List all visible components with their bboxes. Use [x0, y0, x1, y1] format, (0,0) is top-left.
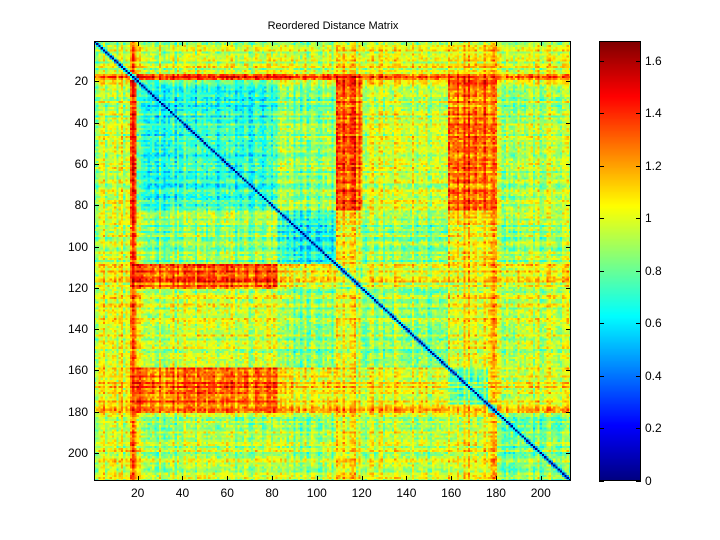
y-tick — [94, 122, 99, 124]
y-tick-right — [566, 81, 571, 83]
y-tick-label: 200 — [67, 446, 88, 461]
y-tick — [94, 246, 99, 248]
x-tick — [137, 476, 139, 481]
x-tick-top — [361, 41, 363, 46]
colorbar-tick — [599, 113, 604, 115]
x-tick — [540, 476, 542, 481]
x-tick-label: 180 — [485, 486, 506, 500]
x-tick-top — [451, 41, 453, 46]
x-tick-label: 100 — [306, 486, 327, 500]
x-tick-label: 200 — [530, 486, 551, 500]
y-tick-right — [566, 163, 571, 165]
y-tick-right — [566, 370, 571, 372]
colorbar-tick-right — [636, 481, 641, 482]
y-tick-label: 140 — [67, 322, 88, 337]
x-tick-label: 160 — [441, 486, 462, 500]
y-tick-label: 20 — [74, 74, 88, 89]
x-tick — [495, 476, 497, 481]
x-tick-top — [316, 41, 318, 46]
y-tick-label: 40 — [74, 115, 88, 130]
plot-axes — [94, 41, 571, 481]
y-tick-label: 80 — [74, 198, 88, 213]
x-tick-label: 80 — [265, 486, 279, 500]
y-tick-right — [566, 411, 571, 413]
y-tick-right — [566, 453, 571, 455]
y-tick — [94, 411, 99, 413]
y-tick-right — [566, 287, 571, 289]
colorbar-tick-label: 0.2 — [645, 421, 662, 436]
colorbar-tick — [599, 323, 604, 325]
colorbar-tick-label: 1.2 — [645, 158, 662, 173]
y-tick — [94, 453, 99, 455]
x-tick — [406, 476, 408, 481]
x-tick — [182, 476, 184, 481]
y-tick — [94, 163, 99, 165]
colorbar-tick-label: 0.6 — [645, 316, 662, 331]
y-tick-right — [566, 122, 571, 124]
y-tick-label: 60 — [74, 156, 88, 171]
x-tick-top — [182, 41, 184, 46]
y-tick-label: 160 — [67, 363, 88, 378]
colorbar-tick-label: 0 — [645, 474, 652, 488]
distance-heatmap — [94, 41, 571, 481]
colorbar-tick-right — [636, 60, 641, 62]
colorbar-tick-right — [636, 375, 641, 377]
x-tick-top — [137, 41, 139, 46]
y-tick-label: 120 — [67, 280, 88, 295]
x-tick-top — [272, 41, 274, 46]
x-tick — [361, 476, 363, 481]
y-tick-right — [566, 329, 571, 331]
colorbar-tick-right — [636, 323, 641, 325]
x-tick-label: 120 — [351, 486, 372, 500]
colorbar-tick — [599, 428, 604, 430]
x-tick — [272, 476, 274, 481]
y-tick — [94, 329, 99, 331]
colorbar-tick-right — [636, 428, 641, 430]
y-tick — [94, 81, 99, 83]
colorbar-tick-right — [636, 113, 641, 115]
x-tick-label: 140 — [396, 486, 417, 500]
colorbar-tick-label: 1.4 — [645, 106, 662, 121]
colorbar — [599, 41, 641, 481]
colorbar-tick — [599, 218, 604, 220]
y-tick-label: 100 — [67, 239, 88, 254]
x-tick-label: 40 — [175, 486, 190, 500]
colorbar-tick — [599, 375, 604, 377]
chart-title: Reordered Distance Matrix — [267, 20, 399, 32]
y-tick — [94, 205, 99, 207]
colorbar-tick — [599, 270, 604, 272]
x-tick — [316, 476, 318, 481]
x-tick-top — [495, 41, 497, 46]
colorbar-tick-label: 1 — [645, 211, 652, 226]
colorbar-tick-label: 0.4 — [645, 368, 662, 383]
colorbar-tick-label: 0.8 — [645, 263, 662, 278]
x-tick — [451, 476, 453, 481]
y-tick-label: 180 — [67, 404, 88, 419]
colorbar-tick-right — [636, 218, 641, 220]
colorbar-tick — [599, 481, 604, 482]
colorbar-tick — [599, 60, 604, 62]
x-tick — [227, 476, 229, 481]
y-tick-right — [566, 246, 571, 248]
y-tick-right — [566, 205, 571, 207]
colorbar-tick — [599, 165, 604, 167]
colorbar-frame — [599, 41, 641, 481]
x-tick-label: 60 — [220, 486, 234, 500]
x-tick-top — [227, 41, 229, 46]
y-tick — [94, 370, 99, 372]
y-tick — [94, 287, 99, 289]
x-tick-top — [540, 41, 542, 46]
colorbar-tick-right — [636, 270, 641, 272]
x-tick-label: 20 — [130, 486, 145, 500]
x-tick-top — [406, 41, 408, 46]
colorbar-tick-label: 1.6 — [645, 53, 662, 68]
colorbar-tick-right — [636, 165, 641, 167]
